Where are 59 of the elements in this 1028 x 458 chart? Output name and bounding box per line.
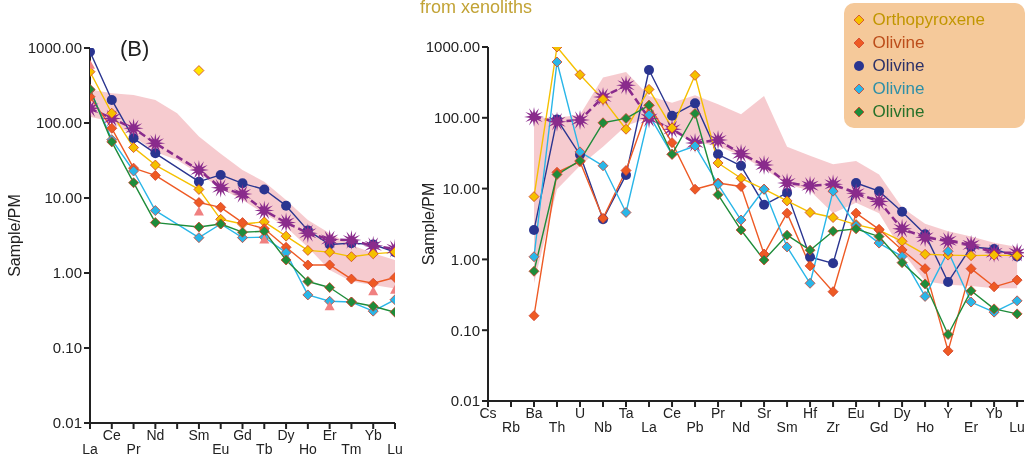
y-tick-label: 0.10 bbox=[450, 321, 480, 339]
x-tick-label: Cs bbox=[479, 405, 497, 421]
x-tick-label: Yb bbox=[364, 427, 382, 443]
y-tick-label: 1000.00 bbox=[27, 39, 82, 57]
x-tick-label: Sr bbox=[757, 405, 772, 421]
x-tick-label: La bbox=[641, 419, 658, 435]
legend-label: Olivine bbox=[872, 32, 925, 54]
x-tick-label: Gd bbox=[233, 427, 252, 443]
x-tick-label: Ho bbox=[298, 441, 318, 457]
y-tick-label: 1.00 bbox=[450, 250, 480, 268]
x-tick-label: Ce bbox=[663, 405, 682, 421]
x-tick-label: Er bbox=[322, 427, 337, 443]
y-tick-label: 1.00 bbox=[52, 264, 82, 282]
x-tick-label: U bbox=[574, 405, 586, 421]
x-tick-label: Pb bbox=[686, 419, 704, 435]
x-tick-label: Nd bbox=[146, 427, 165, 443]
x-tick-label: Hf bbox=[803, 405, 818, 421]
x-tick-label: Tb bbox=[256, 441, 273, 457]
x-tick-label: Y bbox=[943, 405, 954, 421]
x-tick-label: Lu bbox=[1009, 419, 1025, 435]
y-axis-title: Sample/PM bbox=[5, 194, 23, 277]
x-tick-label: Tm bbox=[341, 441, 362, 457]
chart-title: from xenoliths bbox=[420, 0, 533, 18]
legend-label: Olivine bbox=[872, 55, 925, 77]
x-tick-label: Er bbox=[964, 419, 979, 435]
legend-label: Olivine bbox=[872, 78, 925, 100]
x-tick-label: Yb bbox=[985, 405, 1003, 421]
y-tick-label: 10.00 bbox=[442, 179, 480, 197]
x-tick-label: Ta bbox=[618, 405, 634, 421]
x-tick-label: Th bbox=[548, 419, 566, 435]
x-tick-label: Nb bbox=[594, 419, 613, 435]
x-tick-label: Nd bbox=[732, 419, 750, 435]
y-tick-label: 10.00 bbox=[44, 189, 82, 207]
x-tick-label: Pr bbox=[711, 405, 726, 421]
x-tick-label: Ce bbox=[102, 427, 121, 443]
legend-label: Olivine bbox=[872, 101, 925, 123]
x-tick-label: Ba bbox=[525, 405, 543, 421]
legend-label: Orthopyroxene bbox=[872, 9, 985, 31]
y-axis-title: Sample/PM bbox=[419, 182, 437, 266]
y-tick-label: 100.00 bbox=[434, 109, 480, 127]
x-tick-label: Sm bbox=[188, 427, 210, 443]
x-tick-label: La bbox=[82, 441, 98, 457]
y-tick-label: 0.10 bbox=[52, 339, 82, 357]
y-tick-label: 100.00 bbox=[36, 114, 82, 132]
y-tick-label: 0.01 bbox=[450, 392, 480, 410]
x-tick-label: Zr bbox=[826, 419, 841, 435]
x-tick-label: Dy bbox=[893, 405, 911, 421]
x-tick-label: Pr bbox=[126, 441, 141, 457]
x-tick-label: Ho bbox=[916, 419, 935, 435]
x-tick-label: Gd bbox=[869, 419, 889, 435]
x-tick-label: Eu bbox=[212, 441, 230, 457]
x-tick-label: Dy bbox=[277, 427, 295, 443]
y-tick-label: 1000.00 bbox=[425, 38, 480, 56]
x-tick-label: Eu bbox=[847, 405, 865, 421]
x-tick-label: Lu bbox=[387, 441, 403, 457]
annotation: (B) bbox=[120, 36, 150, 62]
x-tick-label: Rb bbox=[502, 419, 521, 435]
x-tick-label: Sm bbox=[776, 419, 798, 435]
y-tick-label: 0.01 bbox=[52, 414, 82, 432]
